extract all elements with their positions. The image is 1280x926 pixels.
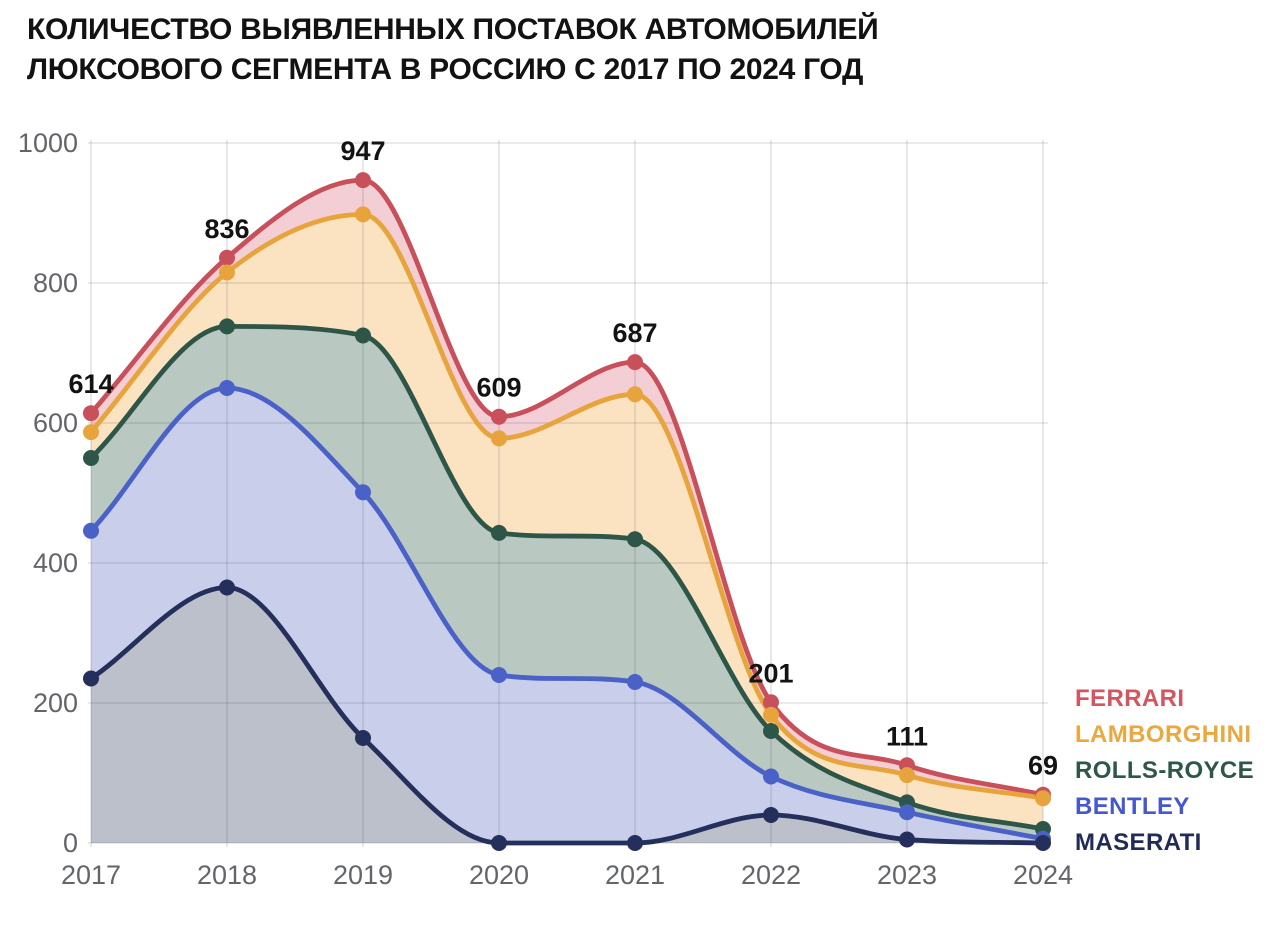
x-tick-2021: 2021	[605, 860, 665, 890]
point-rolls-royce-2018	[219, 318, 235, 335]
area-maserati	[91, 587, 1043, 843]
point-bentley-2018	[219, 380, 235, 396]
value-label-2020: 609	[476, 373, 521, 403]
point-bentley-2023	[899, 804, 915, 821]
value-label-2023: 111	[886, 721, 928, 751]
point-bentley-2021	[627, 674, 643, 690]
value-labels: 614 836 947 609 687 201 111 69	[68, 136, 1058, 781]
legend-item-lamborghini: LAMBORGHINI	[1075, 721, 1252, 748]
point-lamborghini-2023	[899, 767, 915, 784]
value-label-2021: 687	[612, 318, 657, 348]
x-tick-2019: 2019	[333, 860, 393, 890]
point-ferrari-2017	[83, 405, 99, 422]
point-bentley-2020	[491, 667, 507, 683]
point-rolls-royce-2019	[355, 327, 371, 344]
point-ferrari-2020	[491, 408, 507, 425]
legend-item-maserati: MASERATI	[1075, 829, 1202, 856]
legend-item-rolls-royce: ROLLS-ROYCE	[1075, 757, 1255, 784]
point-lamborghini-2019	[355, 206, 371, 223]
y-tick-1000: 1000	[18, 128, 78, 158]
point-rolls-royce-2017	[83, 450, 99, 466]
point-rolls-royce-2020	[491, 524, 507, 541]
line-ferrari	[88, 177, 1046, 798]
legend-item-ferrari: FERRARI	[1075, 685, 1185, 712]
point-ferrari-2018	[219, 249, 235, 266]
y-tick-0: 0	[63, 828, 78, 858]
y-tick-400: 400	[33, 548, 78, 578]
x-tick-2017: 2017	[61, 860, 121, 890]
point-ferrari-2021	[627, 354, 643, 371]
x-tick-2020: 2020	[469, 860, 529, 890]
point-maserati-2019	[355, 730, 371, 746]
x-tick-2023: 2023	[877, 860, 937, 890]
point-bentley-2022	[763, 768, 779, 785]
point-maserati-2024	[1035, 835, 1051, 851]
point-lamborghini-2021	[627, 386, 643, 403]
x-tick-2022: 2022	[741, 860, 801, 890]
value-label-2024: 69	[1028, 751, 1058, 781]
point-ferrari-2019	[355, 172, 371, 189]
chart-title-line2: ЛЮКСОВОГО СЕГМЕНТА В РОССИЮ С 2017 ПО 20…	[27, 53, 864, 86]
legend-item-bentley: BENTLEY	[1075, 793, 1190, 820]
value-label-2022: 201	[748, 658, 793, 688]
chart-title: КОЛИЧЕСТВО ВЫЯВЛЕННЫХ ПОСТАВОК АВТОМОБИЛ…	[27, 10, 879, 90]
legend: FERRARI LAMBORGHINI ROLLS-ROYCE BENTLEY …	[1075, 681, 1254, 861]
point-bentley-2019	[355, 484, 371, 501]
point-rolls-royce-2022	[763, 723, 779, 739]
point-lamborghini-2018	[219, 264, 235, 281]
point-lamborghini-2024	[1035, 790, 1051, 807]
point-maserati-2022	[763, 807, 779, 823]
y-tick-200: 200	[33, 688, 78, 718]
x-tick-2024: 2024	[1013, 860, 1073, 890]
point-bentley-2017	[83, 522, 99, 539]
axis-labels: 0 200 400 600 800 1000 2017 2018 2019 2020 2021 202…	[18, 128, 1073, 890]
value-label-2019: 947	[340, 136, 385, 166]
point-lamborghini-2022	[763, 706, 779, 723]
point-maserati-2020	[491, 835, 507, 851]
point-maserati-2023	[899, 831, 915, 848]
y-tick-600: 600	[33, 408, 78, 438]
point-maserati-2018	[219, 579, 235, 596]
y-tick-800: 800	[33, 268, 78, 298]
point-lamborghini-2020	[491, 430, 507, 447]
chart-title-line1: КОЛИЧЕСТВО ВЫЯВЛЕННЫХ ПОСТАВОК АВТОМОБИЛ…	[27, 13, 879, 46]
value-label-2018: 836	[204, 214, 249, 244]
point-lamborghini-2017	[83, 424, 99, 441]
x-tick-2018: 2018	[197, 860, 257, 890]
point-ferrari-2022	[763, 694, 779, 711]
value-label-2017: 614	[68, 369, 113, 399]
point-maserati-2021	[627, 835, 643, 851]
point-maserati-2017	[83, 670, 99, 687]
series-points	[83, 172, 1051, 851]
line-lamborghini	[88, 211, 1046, 801]
point-rolls-royce-2021	[627, 531, 643, 548]
